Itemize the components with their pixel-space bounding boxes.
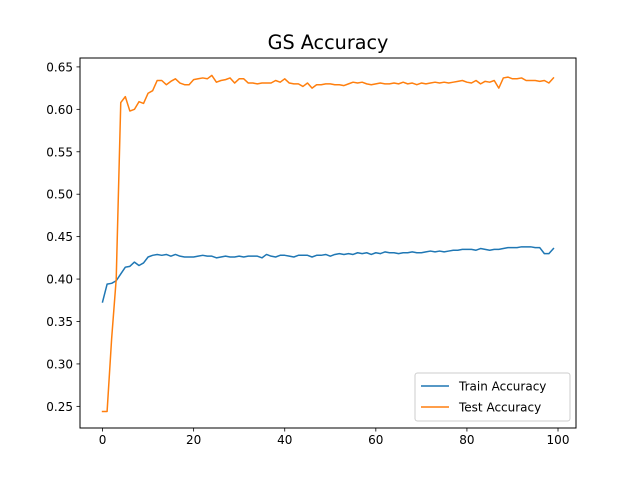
y-tick-label: 0.30 bbox=[46, 357, 73, 371]
legend-label-test-accuracy: Test Accuracy bbox=[458, 401, 541, 415]
y-tick-label: 0.55 bbox=[46, 145, 73, 159]
x-tick-label: 0 bbox=[99, 433, 107, 447]
y-tick-label: 0.45 bbox=[46, 230, 73, 244]
x-tick-label: 80 bbox=[459, 433, 474, 447]
series-layer bbox=[101, 74, 555, 413]
x-tick-label: 40 bbox=[277, 433, 292, 447]
x-tick-label: 100 bbox=[547, 433, 570, 447]
y-tick-label: 0.40 bbox=[46, 273, 73, 287]
y-axis: 0.25 0.30 0.35 0.40 0.45 0.50 0.55 0.60 0.65 bbox=[46, 60, 80, 414]
y-tick-label: 0.25 bbox=[46, 400, 73, 414]
legend-box bbox=[414, 372, 571, 422]
x-tick-label: 20 bbox=[186, 433, 201, 447]
y-tick-label: 0.50 bbox=[46, 188, 73, 202]
plot-area-frame bbox=[79, 57, 577, 429]
x-tick-label: 60 bbox=[368, 433, 383, 447]
legend-label-train-accuracy: Train Accuracy bbox=[458, 380, 546, 394]
legend: Train Accuracy Test Accuracy bbox=[414, 372, 571, 422]
x-axis: 0 20 40 60 80 100 bbox=[99, 428, 570, 447]
y-tick-label: 0.35 bbox=[46, 315, 73, 329]
train-accuracy-line bbox=[101, 246, 555, 303]
test-accuracy-line bbox=[101, 74, 555, 413]
y-tick-label: 0.60 bbox=[46, 103, 73, 117]
y-tick-label: 0.65 bbox=[46, 60, 73, 74]
chart-title: GS Accuracy bbox=[268, 31, 389, 54]
